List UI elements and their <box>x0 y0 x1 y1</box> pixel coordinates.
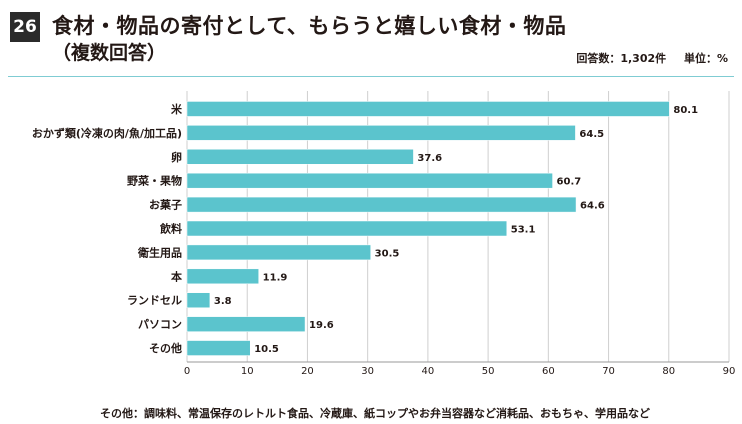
data-label: 37.6 <box>417 153 442 164</box>
category-label: 飲料 <box>159 222 182 236</box>
bar <box>186 101 670 117</box>
data-label: 64.6 <box>580 201 605 212</box>
data-label: 80.1 <box>673 105 698 116</box>
x-tick-label: 10 <box>241 366 254 377</box>
bar <box>186 196 577 213</box>
category-label: 米 <box>170 102 183 116</box>
unit-label: 単位：% <box>683 52 728 65</box>
category-label: 本 <box>171 269 182 283</box>
bar <box>186 268 259 285</box>
bar <box>186 172 553 189</box>
x-tick-label: 30 <box>361 366 374 377</box>
category-label: ランドセル <box>127 294 182 307</box>
x-tick-label: 0 <box>184 366 190 377</box>
x-tick-label: 70 <box>602 366 615 377</box>
data-label: 53.1 <box>511 225 536 236</box>
bar-chart: 0 10 20 30 40 50 60 70 80 90 米 80.1 おかず類(冷凍の肉/魚/加工品)… <box>32 91 736 377</box>
data-label: 3.8 <box>214 296 232 307</box>
data-label: 19.6 <box>309 320 334 331</box>
x-tick-label: 60 <box>542 366 555 377</box>
data-label: 30.5 <box>375 248 400 259</box>
category-label: パソコン <box>138 318 182 331</box>
bar <box>186 316 306 332</box>
category-label: 野菜・果物 <box>127 174 182 188</box>
x-tick-label: 50 <box>482 366 495 377</box>
category-label: お菓子 <box>149 198 182 212</box>
category-label: おかず類(冷凍の肉/魚/加工品) <box>32 126 182 140</box>
data-label: 60.7 <box>557 177 582 188</box>
bar <box>186 149 414 165</box>
response-count: 回答数：1,302件 <box>576 52 667 65</box>
bar <box>186 244 371 261</box>
data-label: 64.5 <box>579 129 604 140</box>
chart-title: 食材・物品の寄付として、もらうと嬉しい食材・物品 <box>52 14 567 38</box>
chart-meta: 回答数：1,302件 単位：% <box>576 50 728 66</box>
category-label: 卵 <box>171 150 182 164</box>
data-label: 10.5 <box>254 344 279 355</box>
x-tick-label: 20 <box>301 366 314 377</box>
bar <box>186 220 508 237</box>
bar <box>186 125 576 141</box>
bar <box>186 292 211 308</box>
question-number-badge: 26 <box>10 12 40 42</box>
chart-subtitle: （複数回答） <box>52 42 167 64</box>
x-tick-label: 40 <box>422 366 435 377</box>
category-label: その他 <box>149 341 182 355</box>
header: 26 食材・物品の寄付として、もらうと嬉しい食材・物品 （複数回答） 回答数：1… <box>0 0 742 70</box>
x-tick-label: 80 <box>662 366 675 377</box>
x-tick-label: 90 <box>723 366 736 377</box>
bar <box>186 340 251 356</box>
footnote: その他：調味料、常温保存のレトルト食品、冷蔵庫、紙コップやお弁当容器など消耗品、… <box>100 407 650 420</box>
data-label: 11.9 <box>263 272 288 283</box>
category-label: 衛生用品 <box>137 245 182 259</box>
header-divider <box>8 76 734 77</box>
